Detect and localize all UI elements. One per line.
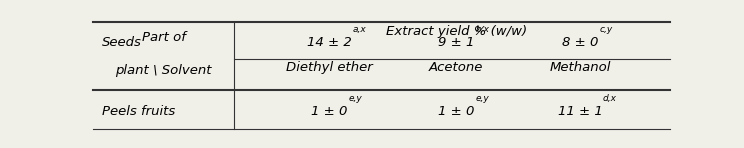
Text: Seeds: Seeds (102, 36, 141, 49)
Text: e,y: e,y (349, 94, 362, 103)
Text: 11 ± 1: 11 ± 1 (558, 105, 603, 118)
Text: 8 ± 0: 8 ± 0 (562, 36, 598, 49)
Text: plant \ Solvent: plant \ Solvent (115, 64, 212, 77)
Text: 1 ± 0: 1 ± 0 (438, 105, 475, 118)
Text: d,x: d,x (603, 94, 617, 103)
Text: b,x: b,x (475, 25, 490, 34)
Text: Part of: Part of (141, 31, 185, 44)
Text: Peels fruits: Peels fruits (102, 105, 175, 118)
Text: Methanol: Methanol (550, 61, 611, 74)
Text: a,x: a,x (352, 25, 366, 34)
Text: 9 ± 1: 9 ± 1 (438, 36, 475, 49)
Text: Acetone: Acetone (429, 61, 484, 74)
Text: Diethyl ether: Diethyl ether (286, 61, 373, 74)
Text: e,y: e,y (475, 94, 490, 103)
Text: 14 ± 2: 14 ± 2 (307, 36, 352, 49)
Text: 1 ± 0: 1 ± 0 (311, 105, 347, 118)
Text: c,y: c,y (600, 25, 613, 34)
Text: Extract yield % (w/w): Extract yield % (w/w) (385, 25, 527, 38)
